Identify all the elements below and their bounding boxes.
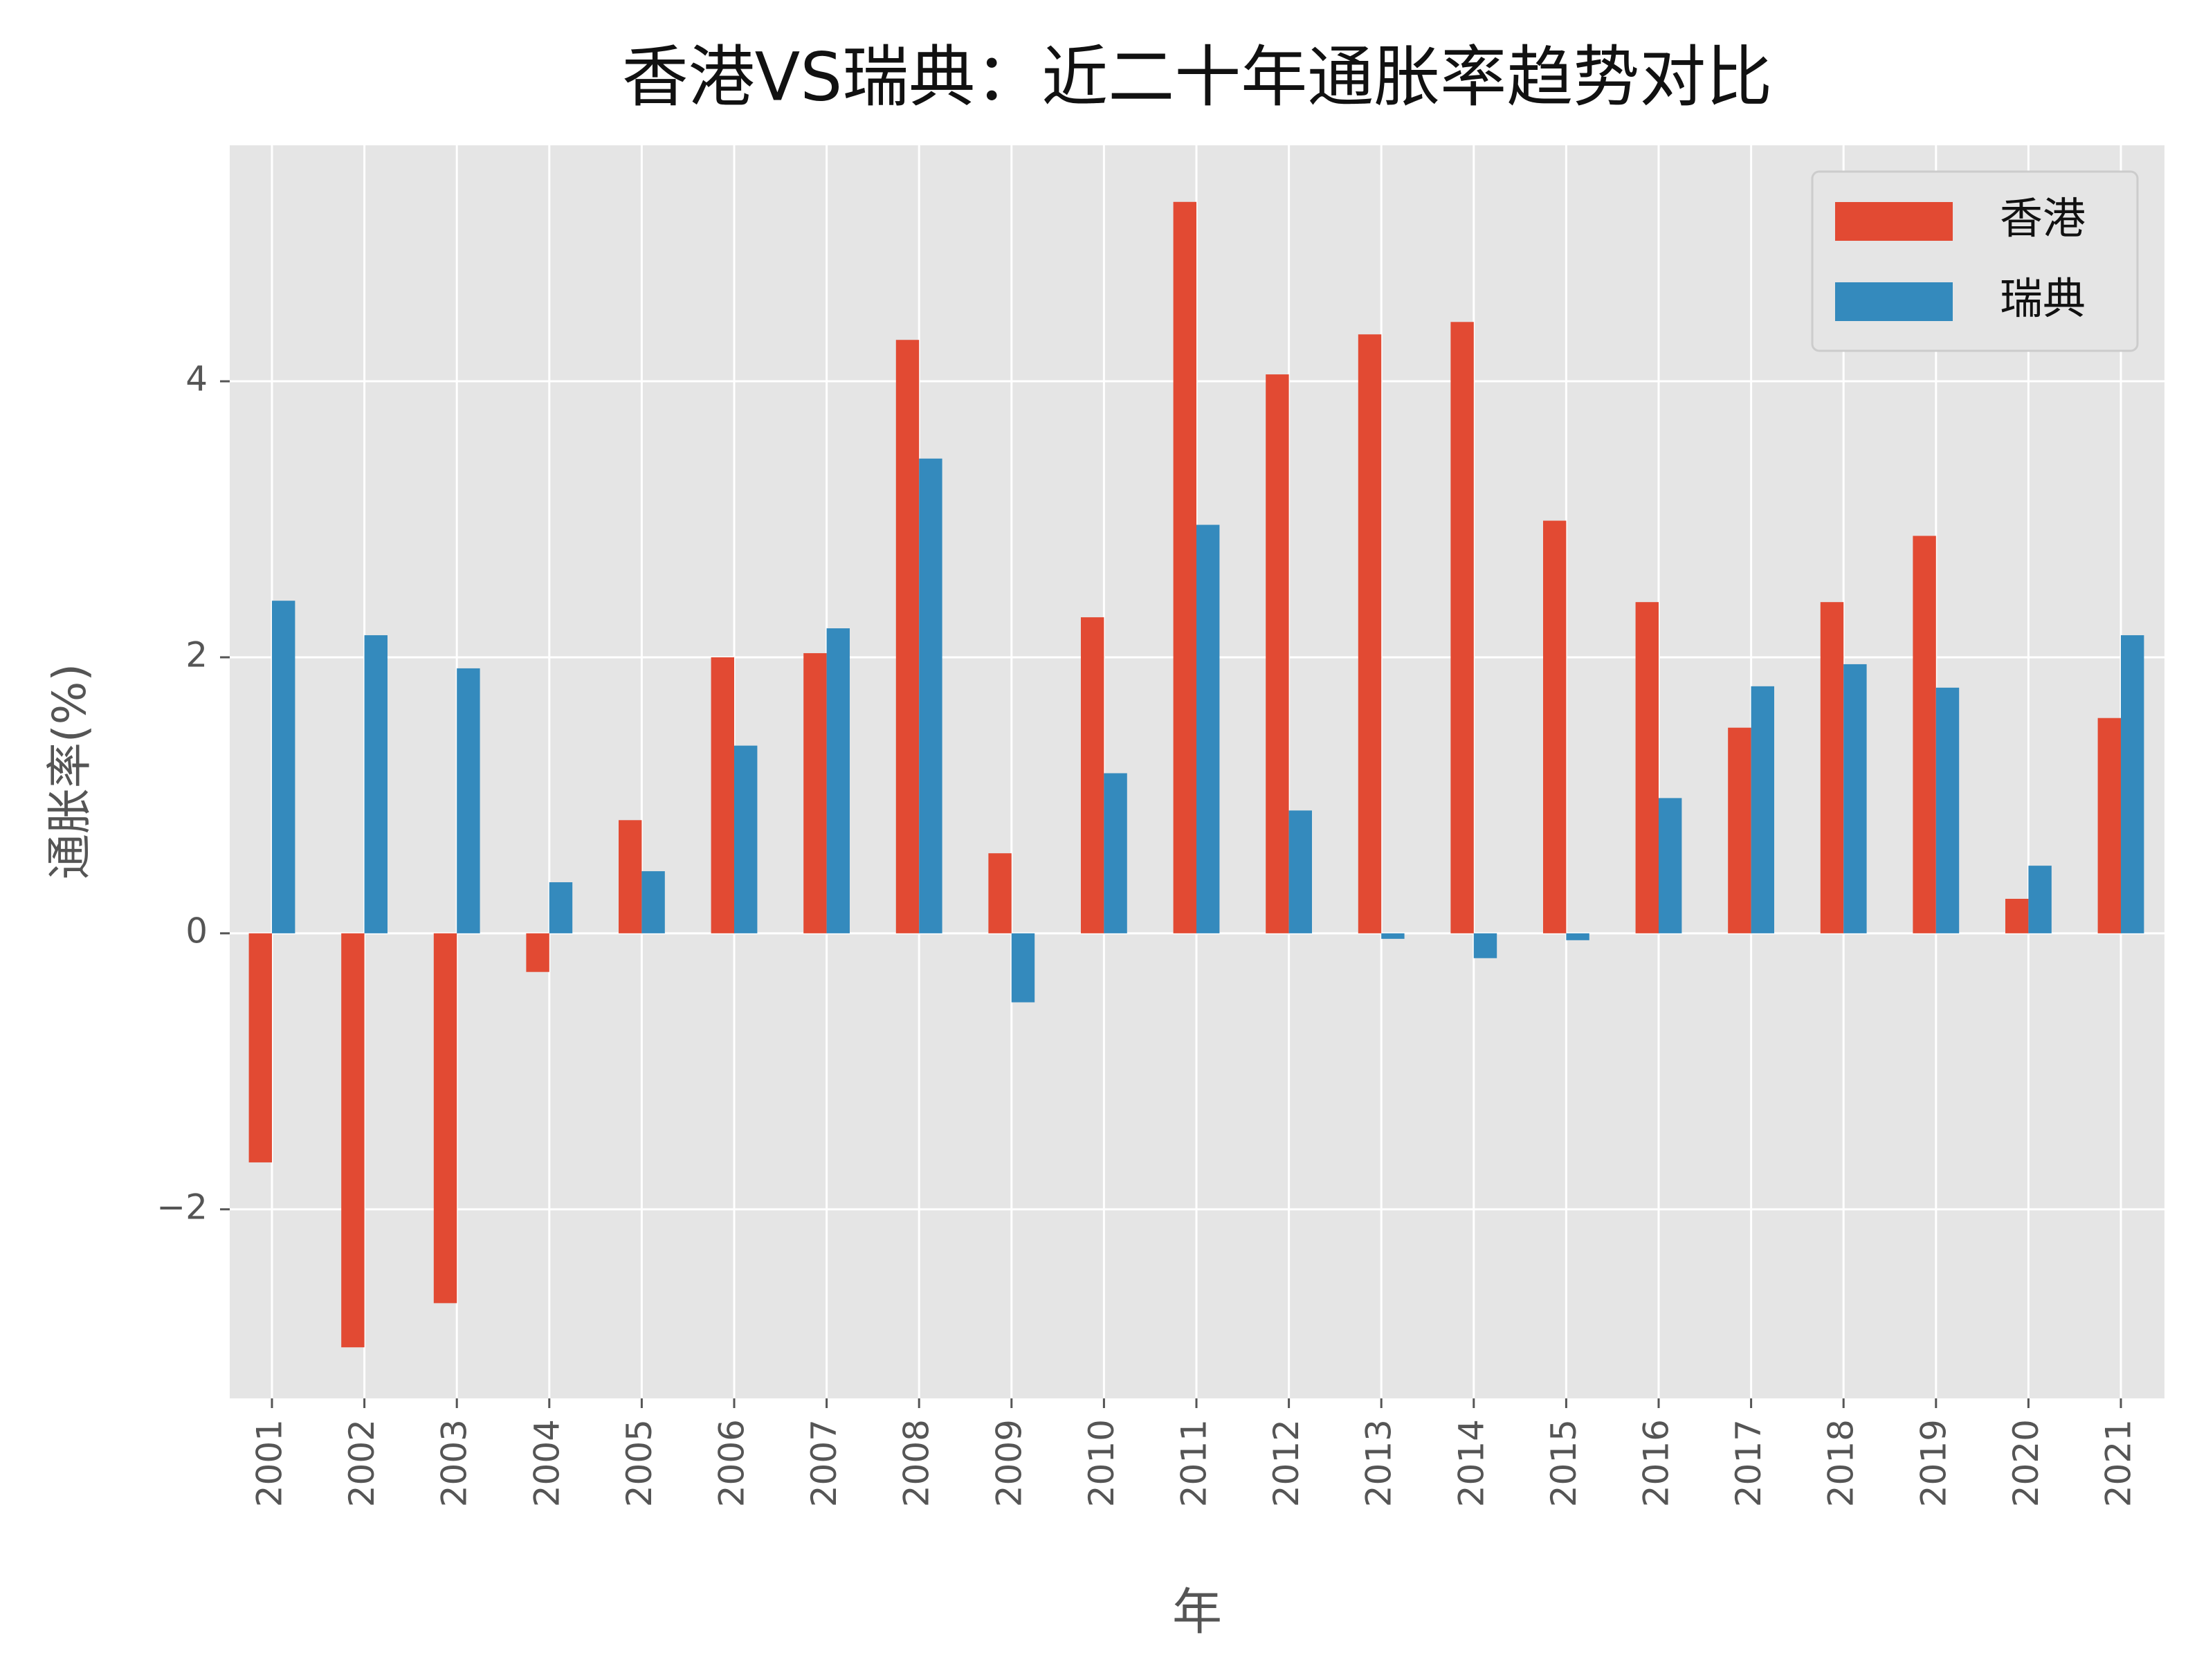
bar [1196, 524, 1220, 933]
bar [1820, 602, 1844, 933]
bar [619, 820, 642, 933]
bar [803, 652, 827, 933]
bar [341, 933, 365, 1348]
bar [711, 657, 734, 933]
bar [734, 745, 758, 933]
x-tick-label: 2005 [619, 1419, 659, 1507]
bar [1473, 933, 1497, 958]
bar [433, 933, 457, 1304]
bar [1450, 322, 1474, 933]
x-tick-label: 2012 [1266, 1419, 1306, 1507]
x-tick-label: 2014 [1451, 1419, 1491, 1507]
bar [1635, 602, 1659, 933]
bar [919, 458, 942, 933]
bar [364, 635, 388, 933]
x-tick-label: 2009 [989, 1419, 1029, 1507]
bar [1751, 686, 1774, 933]
x-tick-label: 2008 [897, 1419, 937, 1507]
x-tick-label: 2004 [527, 1419, 567, 1507]
bar [1566, 933, 1589, 940]
bar [2097, 718, 2121, 933]
legend-label: 香港 [2000, 193, 2086, 244]
x-tick-label: 2001 [250, 1419, 290, 1507]
bar [2121, 635, 2144, 933]
x-tick-label: 2018 [1821, 1419, 1861, 1507]
x-tick-label: 2020 [2006, 1419, 2046, 1507]
bar [1913, 536, 1936, 933]
bar [641, 871, 665, 933]
bar [1011, 933, 1035, 1003]
y-axis-label: 通胀率(%) [43, 664, 96, 879]
y-tick-label: −2 [156, 1187, 208, 1227]
x-tick-label: 2016 [1637, 1419, 1677, 1507]
bar [826, 628, 850, 933]
bar [1288, 810, 1312, 933]
x-tick-label: 2003 [435, 1419, 475, 1507]
bar [1081, 617, 1104, 933]
x-tick-label: 2011 [1174, 1419, 1214, 1507]
bar [457, 668, 480, 933]
x-axis-label: 年 [1172, 1583, 1222, 1641]
legend-swatch [1835, 282, 1953, 321]
bar [1935, 687, 1960, 933]
bar [1728, 727, 1751, 933]
bar [988, 853, 1012, 933]
x-tick-label: 2013 [1359, 1419, 1399, 1507]
bar [272, 601, 295, 933]
bar [1843, 664, 1867, 933]
bar [2005, 898, 2029, 933]
x-tick-label: 2017 [1729, 1419, 1769, 1507]
y-tick-label: 2 [185, 634, 208, 675]
x-tick-label: 2015 [1544, 1419, 1584, 1507]
chart-title: 香港VS瑞典：近二十年通胀率趋势对比 [622, 38, 1773, 116]
bar [895, 340, 920, 933]
x-tick-label: 2007 [804, 1419, 844, 1507]
x-tick-label: 2010 [1082, 1419, 1122, 1507]
x-tick-label: 2019 [1913, 1419, 1953, 1507]
bar [1543, 520, 1567, 933]
bar [2028, 866, 2052, 933]
bar [549, 882, 573, 933]
bar [248, 933, 272, 1162]
x-tick-label: 2006 [712, 1419, 752, 1507]
bar [526, 933, 549, 972]
bar [1358, 334, 1382, 933]
bar [1659, 798, 1682, 933]
bar [1173, 201, 1196, 933]
bar [1381, 933, 1405, 939]
x-tick-label: 2021 [2099, 1419, 2139, 1507]
legend-swatch [1835, 202, 1953, 241]
legend-label: 瑞典 [2000, 273, 2086, 324]
bar [1266, 374, 1289, 933]
y-tick-label: 4 [185, 359, 208, 399]
y-tick-label: 0 [185, 911, 208, 951]
x-tick-label: 2002 [342, 1419, 382, 1507]
legend-box [1811, 170, 2139, 352]
bar [1104, 773, 1127, 933]
